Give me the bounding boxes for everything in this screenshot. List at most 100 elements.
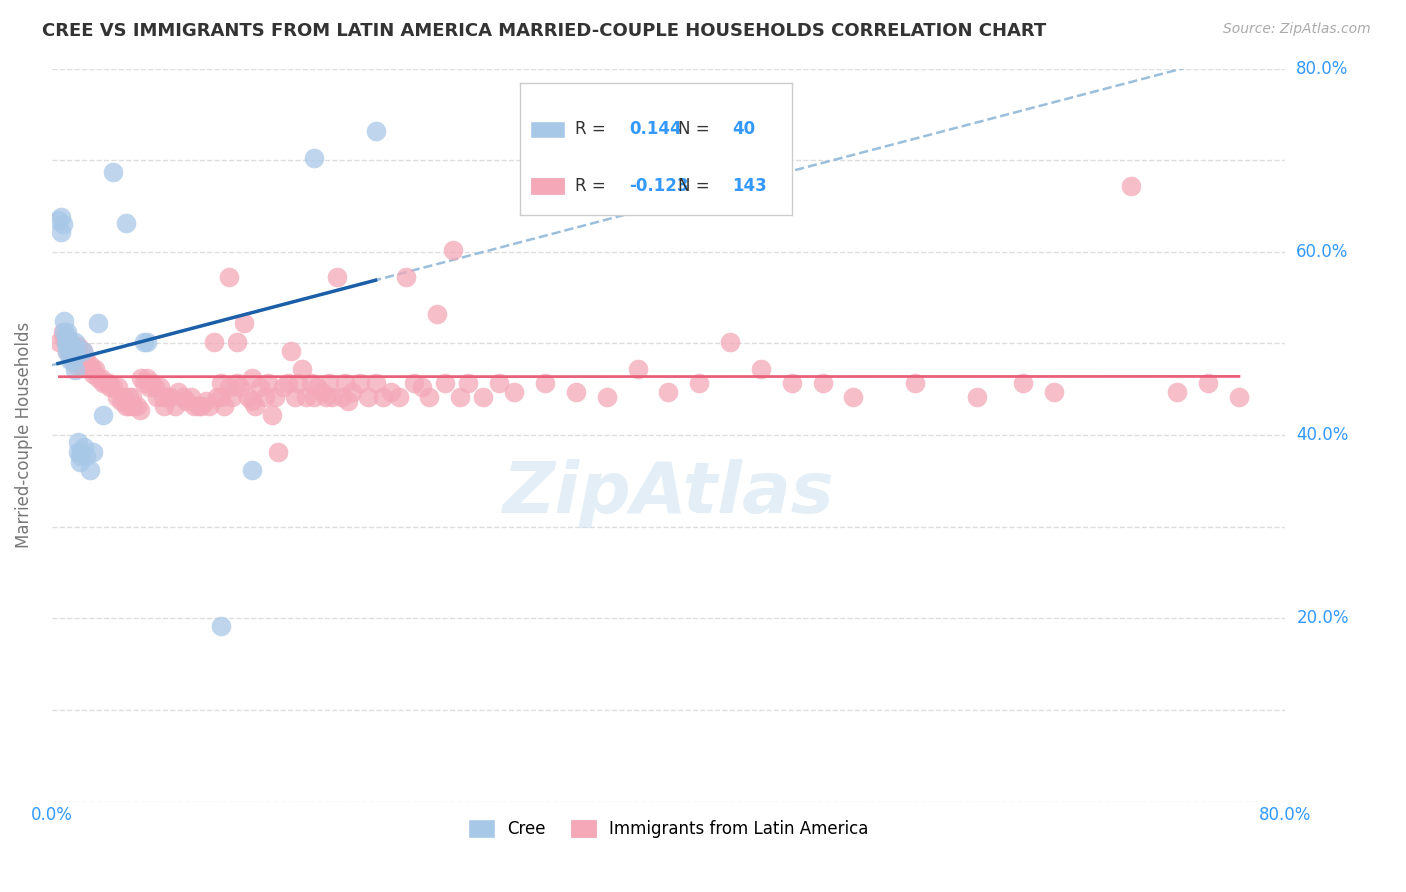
Text: CREE VS IMMIGRANTS FROM LATIN AMERICA MARRIED-COUPLE HOUSEHOLDS CORRELATION CHAR: CREE VS IMMIGRANTS FROM LATIN AMERICA MA… — [42, 22, 1046, 40]
Point — [97, 376, 120, 390]
Point — [373, 390, 395, 404]
Point — [449, 390, 471, 404]
Point — [49, 210, 72, 224]
Y-axis label: Married-couple Households: Married-couple Households — [15, 322, 32, 549]
Point — [165, 399, 187, 413]
Point — [253, 390, 276, 404]
Point — [209, 376, 232, 390]
Point — [70, 358, 93, 372]
Point — [205, 390, 228, 404]
Point — [1166, 384, 1188, 399]
Point — [58, 339, 80, 353]
Point — [318, 376, 340, 390]
Point — [167, 384, 190, 399]
Point — [287, 376, 309, 390]
Point — [311, 384, 333, 399]
Point — [73, 440, 96, 454]
Point — [240, 371, 263, 385]
Point — [46, 212, 69, 227]
Point — [56, 343, 79, 358]
Point — [280, 343, 302, 358]
Point — [174, 394, 197, 409]
Text: ZipAtlas: ZipAtlas — [502, 459, 834, 528]
Point — [103, 380, 125, 394]
Point — [75, 449, 97, 463]
Point — [69, 353, 91, 368]
Text: 40.0%: 40.0% — [1296, 426, 1348, 444]
Point — [966, 390, 988, 404]
Point — [202, 334, 225, 349]
Point — [72, 343, 94, 358]
Point — [53, 332, 76, 346]
Point — [342, 384, 364, 399]
Text: 60.0%: 60.0% — [1296, 243, 1348, 260]
Point — [91, 376, 114, 390]
Point — [63, 334, 86, 349]
Point — [62, 353, 84, 368]
Point — [128, 403, 150, 417]
Point — [904, 376, 927, 390]
Point — [51, 218, 73, 232]
Point — [225, 334, 247, 349]
Point — [87, 371, 110, 385]
Point — [749, 362, 772, 376]
Point — [299, 376, 322, 390]
Point — [245, 399, 267, 413]
Point — [156, 390, 179, 404]
Point — [718, 334, 741, 349]
Point — [129, 371, 152, 385]
Point — [198, 399, 221, 413]
Point — [134, 376, 156, 390]
Point — [121, 390, 143, 404]
Point — [811, 376, 834, 390]
Point — [264, 390, 287, 404]
Point — [70, 444, 93, 458]
Point — [69, 449, 91, 463]
Point — [114, 215, 136, 229]
Point — [388, 390, 411, 404]
Point — [321, 390, 343, 404]
Point — [153, 399, 176, 413]
Point — [349, 376, 371, 390]
Point — [58, 334, 80, 349]
Point — [79, 463, 101, 477]
Point — [457, 376, 479, 390]
Point — [277, 376, 299, 390]
Point — [225, 376, 247, 390]
Point — [59, 343, 82, 358]
Point — [63, 363, 86, 377]
Point — [56, 344, 79, 359]
Point — [172, 390, 194, 404]
Point — [267, 444, 290, 458]
Text: 80.0%: 80.0% — [1296, 60, 1348, 78]
Text: 20.0%: 20.0% — [1296, 609, 1348, 627]
Point — [59, 347, 82, 361]
Text: Source: ZipAtlas.com: Source: ZipAtlas.com — [1223, 22, 1371, 37]
Point — [218, 270, 240, 285]
Point — [136, 334, 159, 349]
Point — [59, 334, 82, 349]
Point — [62, 348, 84, 362]
Point — [82, 367, 104, 381]
Point — [62, 354, 84, 368]
Point — [404, 376, 426, 390]
Point — [125, 399, 148, 413]
Point — [229, 380, 252, 394]
Point — [364, 376, 387, 390]
Point — [80, 362, 103, 376]
Point — [336, 394, 359, 409]
Point — [65, 358, 87, 372]
Point — [66, 339, 89, 353]
Point — [118, 399, 141, 413]
Point — [411, 380, 433, 394]
Point — [488, 376, 510, 390]
Point — [114, 399, 136, 413]
Point — [110, 394, 132, 409]
Point — [627, 362, 650, 376]
Point — [55, 334, 77, 349]
Point — [364, 124, 387, 138]
Point — [66, 343, 89, 358]
Point — [76, 358, 98, 372]
Point — [183, 399, 205, 413]
Point — [51, 326, 73, 340]
